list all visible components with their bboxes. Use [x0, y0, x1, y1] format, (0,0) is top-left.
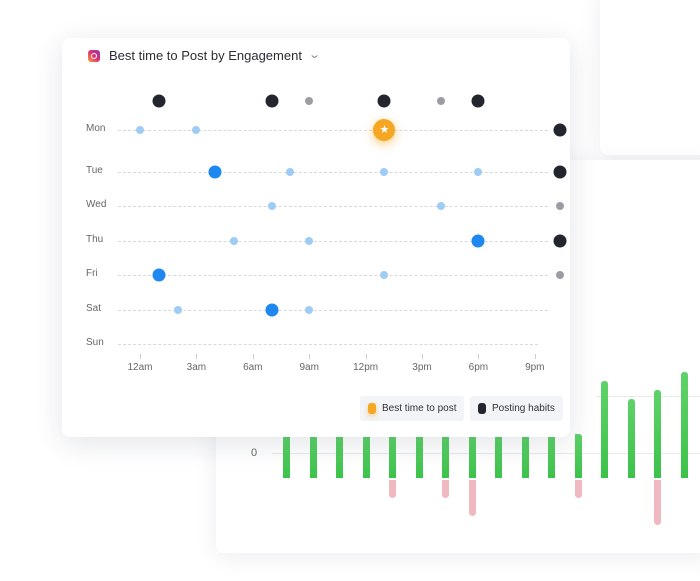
- engagement-dot[interactable]: [305, 306, 314, 314]
- positive-bar: [680, 372, 688, 478]
- positive-bar: [495, 434, 502, 478]
- gridline: [596, 396, 700, 397]
- hour-label: 12pm: [353, 362, 379, 373]
- row-dashes: [118, 241, 548, 243]
- legend-best-label: Best time to post: [382, 403, 457, 414]
- engagement-dot[interactable]: [305, 237, 314, 245]
- hour-label: 3pm: [412, 362, 432, 373]
- instagram-icon: [88, 50, 100, 62]
- hour-tick: [365, 354, 367, 359]
- positive-bar: [468, 434, 476, 478]
- engagement-dot[interactable]: [267, 202, 276, 210]
- card-title[interactable]: Best time to Post by Engagement: [109, 48, 302, 63]
- positive-bar: [362, 434, 370, 478]
- posting-habit-dot[interactable]: [556, 202, 564, 210]
- posting-habit-dot[interactable]: [553, 165, 567, 179]
- row-dashes: [118, 172, 548, 174]
- engagement-dot[interactable]: [380, 271, 389, 279]
- hour-label: 6am: [243, 362, 263, 373]
- legend-habits-label: Posting habits: [492, 403, 555, 414]
- row-dashes: [118, 206, 548, 208]
- engagement-dot[interactable]: [380, 168, 389, 176]
- zero-label: 0: [251, 447, 258, 459]
- positive-bar: [521, 434, 529, 478]
- hour-tick: [140, 354, 141, 359]
- posting-habit-dot[interactable]: [436, 97, 445, 105]
- negative-bar: [389, 480, 396, 498]
- posting-habit-dot[interactable]: [556, 271, 564, 279]
- positive-bar: [442, 434, 449, 478]
- positive-bar: [627, 398, 635, 478]
- posting-habit-dot[interactable]: [553, 234, 567, 248]
- positive-bar: [415, 434, 423, 478]
- hour-tick: [252, 354, 254, 359]
- positive-bar: [601, 381, 608, 478]
- engagement-dot[interactable]: [192, 126, 201, 134]
- engagement-dot[interactable]: [474, 168, 483, 176]
- positive-bar: [654, 390, 661, 478]
- row-dashes: [118, 310, 548, 312]
- positive-bar: [309, 434, 317, 478]
- hour-tick: [422, 354, 423, 359]
- hour-label: 3am: [186, 362, 207, 373]
- day-label: Sat: [86, 303, 102, 314]
- engagement-dot[interactable]: [208, 165, 222, 179]
- day-label: Fri: [86, 268, 98, 279]
- habits-swatch: [478, 403, 486, 414]
- negative-bar: [654, 480, 661, 525]
- engagement-dot[interactable]: [152, 268, 166, 282]
- row-dashes: [118, 130, 548, 132]
- engagement-dot[interactable]: [136, 126, 144, 134]
- day-label: Tue: [86, 165, 103, 176]
- posting-habit-dot[interactable]: [265, 94, 279, 108]
- day-label: Thu: [86, 234, 104, 245]
- hour-tick: [478, 354, 480, 359]
- legend-posting-habits[interactable]: Posting habits: [470, 396, 563, 421]
- negative-bar: [442, 480, 449, 498]
- hour-tick: [309, 354, 311, 359]
- row-dashes: [118, 344, 538, 346]
- posting-habit-dot[interactable]: [377, 94, 391, 108]
- day-label: Wed: [86, 199, 107, 210]
- engagement-dot[interactable]: [286, 168, 295, 176]
- negative-bar: [468, 480, 476, 516]
- posting-habit-dot[interactable]: [471, 94, 485, 108]
- positive-bar: [283, 434, 290, 478]
- chevron-down-icon[interactable]: ⌄: [308, 49, 322, 61]
- posting-habit-dot[interactable]: [152, 94, 166, 108]
- posting-habit-dot[interactable]: [305, 97, 314, 105]
- hour-tick: [196, 354, 198, 359]
- negative-bar: [574, 480, 582, 498]
- positive-bar: [548, 434, 555, 478]
- engagement-dot[interactable]: [230, 237, 238, 245]
- positive-bar: [574, 434, 582, 478]
- hour-label: 12am: [127, 362, 153, 373]
- engagement-dot[interactable]: [173, 306, 182, 314]
- day-label: Sun: [86, 337, 104, 348]
- positive-bar: [389, 434, 396, 478]
- legend-best-time[interactable]: Best time to post: [360, 396, 465, 421]
- best-swatch: [368, 403, 376, 414]
- day-label: Mon: [86, 123, 106, 134]
- engagement-dot[interactable]: [436, 202, 445, 210]
- hour-label: 6pm: [468, 362, 489, 373]
- zero-gridline: [272, 453, 700, 454]
- hour-label: 9am: [299, 362, 319, 373]
- background-card: [600, 0, 700, 155]
- hour-tick: [534, 354, 536, 359]
- best-time-card: Best time to Post by Engagement ⌄ Mon Tue…: [62, 38, 570, 437]
- posting-habit-dot[interactable]: [553, 123, 567, 137]
- engagement-dot[interactable]: [471, 234, 485, 248]
- positive-bar: [336, 434, 343, 478]
- hour-label: 9pm: [525, 362, 545, 373]
- row-dashes: [118, 275, 548, 277]
- best-time-marker[interactable]: ★: [373, 119, 396, 141]
- engagement-dot[interactable]: [265, 303, 279, 317]
